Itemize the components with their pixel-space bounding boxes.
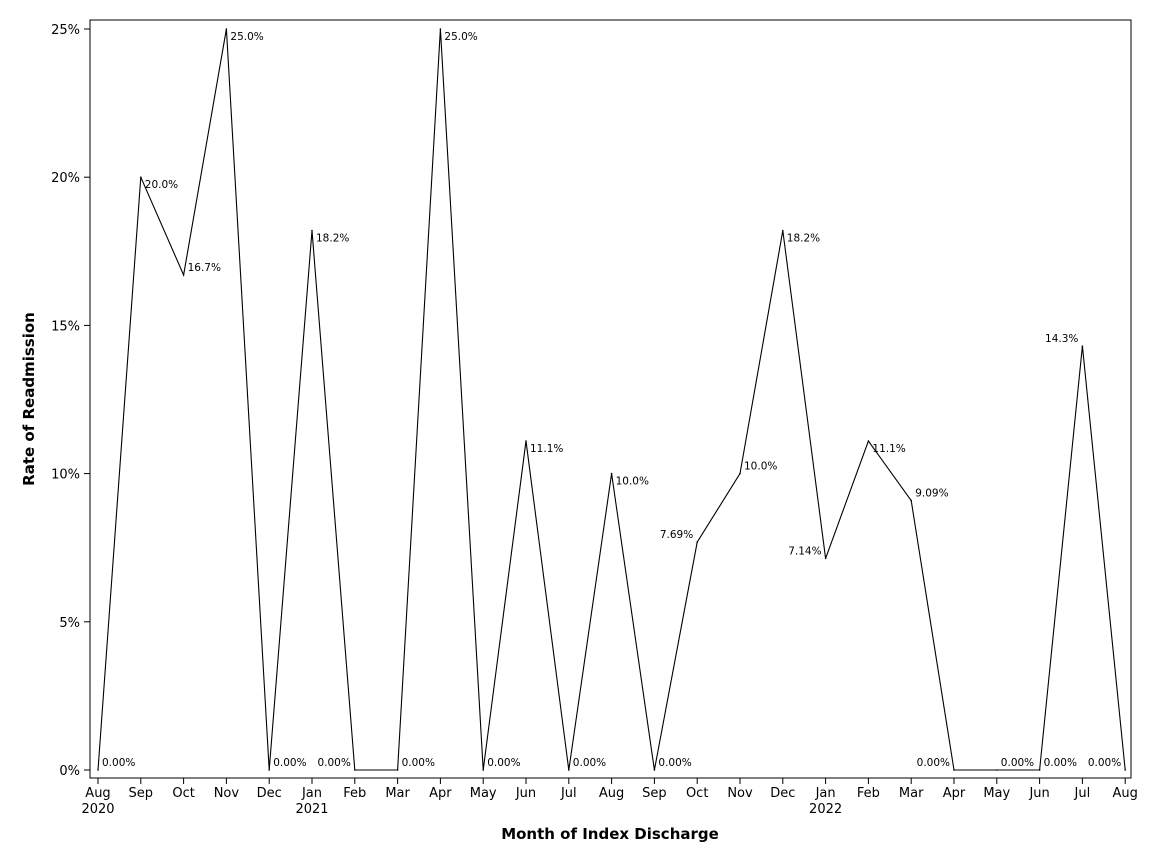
y-axis-title: Rate of Readmission [20,312,38,486]
x-tick-label: Apr [943,786,966,801]
data-labels: 0.00% 20.0% 16.7% 25.0% 0.00% 18.2% 0.00% 0.00%… [102,31,1121,769]
x-tick-label: Dec [770,786,795,801]
y-axis: 0% 5% 10% 15% 20% 25% [51,23,90,779]
data-label: 0.00% [487,757,520,769]
x-tick-label: May [470,786,497,801]
x-tick-label: Nov [727,786,753,801]
data-point [311,229,313,232]
data-label: 25.0% [230,31,263,43]
data-label: 0.00% [658,757,691,769]
x-tick-label: Jan [301,786,322,801]
data-label: 11.1% [530,443,563,455]
data-label: 10.0% [616,476,649,488]
x-tick-label: Mar [385,786,410,801]
series-line-group [97,28,1126,771]
data-point [782,229,784,232]
data-point [824,557,827,560]
data-point [525,440,527,442]
data-label: 18.2% [787,233,820,245]
data-label: 18.2% [316,233,349,245]
x-tick-label: Aug [1113,786,1138,801]
x-tick-label: Sep [129,786,154,801]
data-label: 7.14% [788,545,821,557]
data-point [867,440,870,442]
data-label: 9.09% [915,488,948,500]
data-label: 0.00% [573,757,606,769]
data-label: 14.3% [1045,333,1078,345]
x-tick-label: Nov [214,786,240,801]
data-point [910,499,912,502]
x-tick-label: Oct [686,786,708,801]
x-tick-label: Aug [599,786,624,801]
y-tick-label: 25% [51,23,80,38]
data-point [354,769,356,771]
data-point [1081,345,1084,347]
y-tick-label: 5% [59,616,80,631]
x-tick-label: Jun [1028,786,1049,801]
x-tick-label: Jul [1074,786,1091,801]
x-tick-label: Dec [257,786,282,801]
x-tick-label: Jun [515,786,536,801]
data-label: 0.00% [1044,757,1077,769]
data-point [439,28,442,30]
x-tick-label: Feb [857,786,880,801]
x-tick-label: Mar [899,786,924,801]
x-tick-label: Sep [642,786,667,801]
data-label: 0.00% [1088,757,1121,769]
data-point [97,769,99,771]
data-point [225,28,228,30]
data-label: 25.0% [444,31,477,43]
data-label: 10.0% [744,461,777,473]
data-point [996,769,998,771]
data-point [953,769,955,771]
data-label: 7.69% [660,529,693,541]
x-tick-year-label: 2020 [81,802,114,817]
data-point [396,769,399,771]
data-point [739,472,741,475]
data-point [268,769,271,771]
readmission-rate-line [97,28,1126,771]
data-label: 0.00% [317,757,350,769]
data-label: 0.00% [917,757,950,769]
data-label: 0.00% [102,757,135,769]
data-point [482,769,485,771]
data-point [1038,769,1041,771]
x-axis-title: Month of Index Discharge [501,825,719,843]
data-point [696,541,698,543]
y-tick-label: 0% [59,764,80,779]
x-tick-label: Jan [815,786,836,801]
data-point [140,176,142,178]
x-tick-year-label: 2021 [295,802,328,817]
data-point [182,274,185,276]
x-tick-label: Apr [429,786,452,801]
data-label: 16.7% [188,262,221,274]
plot-frame [89,19,1132,779]
data-point [610,472,613,475]
x-tick-label: Jul [560,786,577,801]
data-point [1124,769,1126,771]
y-tick-label: 15% [51,319,80,334]
data-point [568,769,570,771]
y-tick-label: 20% [51,171,80,186]
data-label: 0.00% [273,757,306,769]
data-label: 0.00% [1001,757,1034,769]
data-label: 20.0% [145,179,178,191]
data-label: 11.1% [872,443,905,455]
x-tick-label: Feb [343,786,366,801]
x-tick-label: Aug [85,786,110,801]
x-tick-label: Oct [172,786,194,801]
data-label: 0.00% [402,757,435,769]
data-point [653,769,656,771]
x-tick-year-label: 2022 [809,802,842,817]
x-tick-label: May [983,786,1010,801]
y-tick-label: 10% [51,468,80,483]
